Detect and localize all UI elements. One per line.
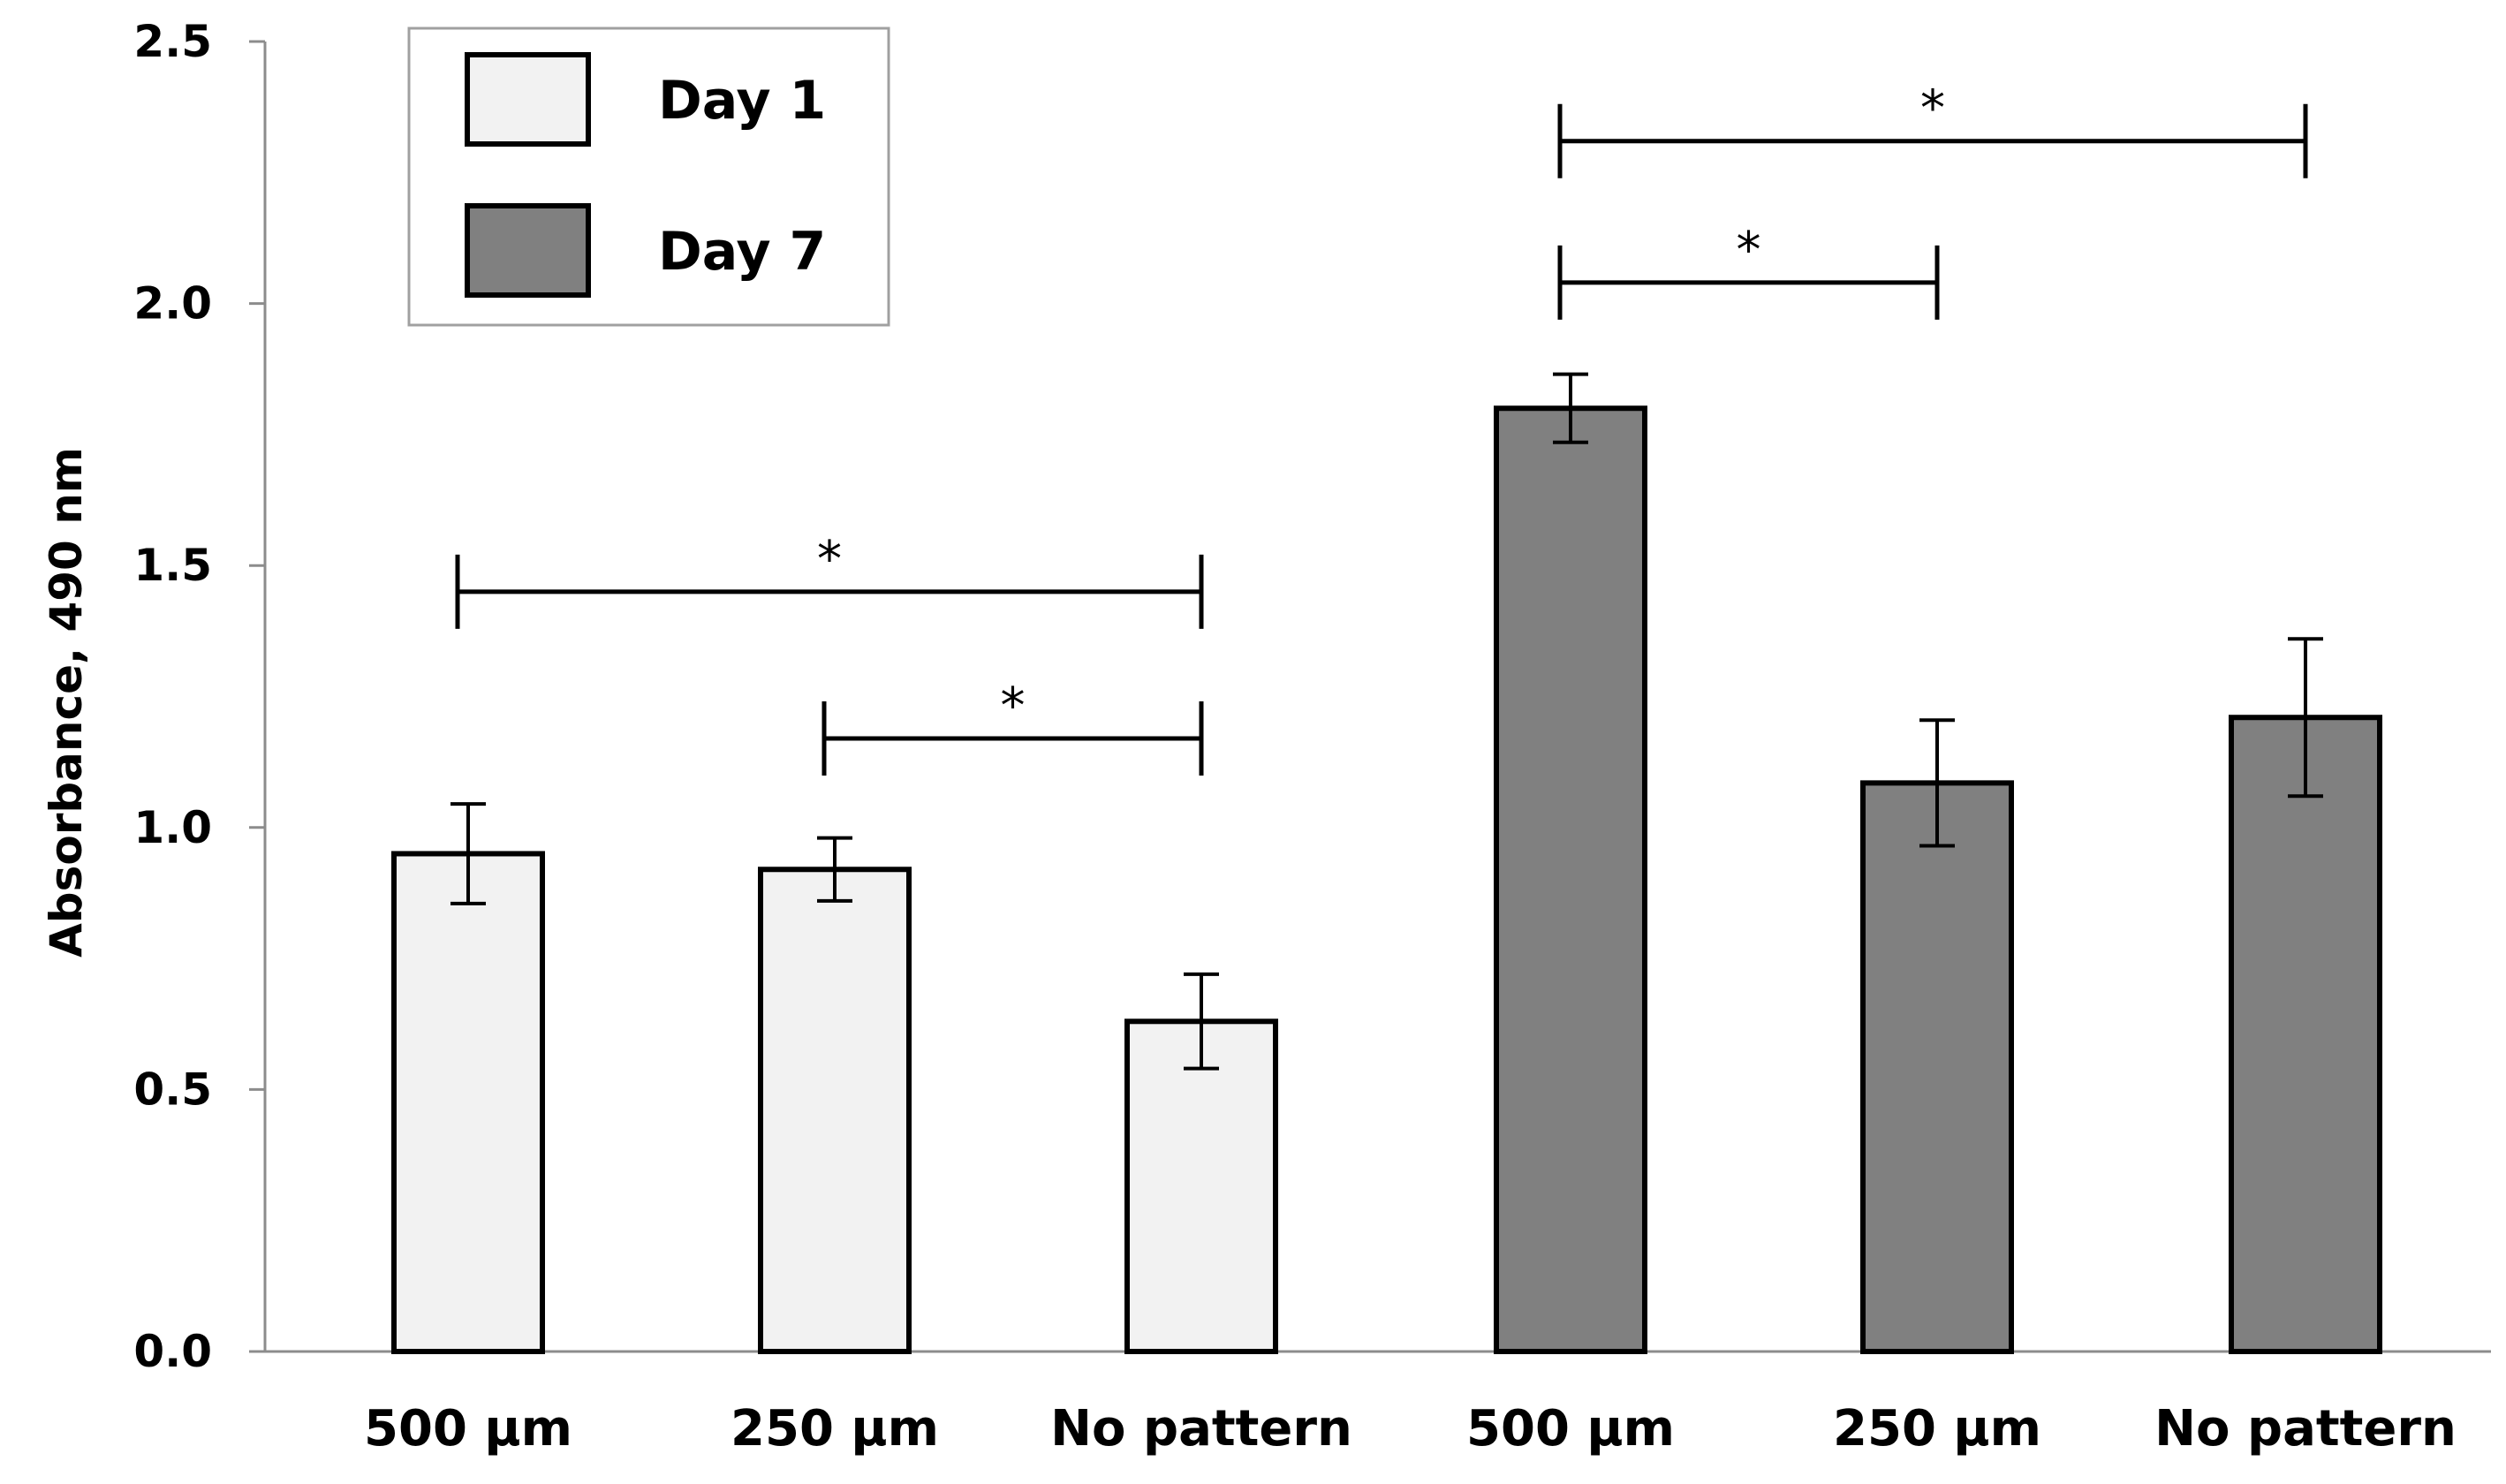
legend-swatch-0 [465, 52, 591, 147]
legend-label-0: Day 1 [658, 70, 826, 132]
x-tick-labels: 500 μm 250 μm No pattern 500 μm 250 μm No pat… [364, 1400, 2457, 1458]
y-tick-label-0: 0.0 [133, 1326, 212, 1377]
x-tick-label-0: 500 μm [364, 1400, 572, 1458]
significance-star-3: * [1737, 222, 1761, 279]
y-tick-label-3: 1.5 [133, 540, 212, 591]
bar-1-2 [2229, 715, 2382, 1354]
bar-0-0 [391, 851, 545, 1354]
legend-swatch-1 [465, 203, 591, 298]
y-tick-labels: 0.0 0.5 1.0 1.5 2.0 2.5 [133, 16, 212, 1377]
y-tick-label-4: 2.0 [133, 278, 212, 329]
legend-label-1: Day 7 [658, 221, 826, 283]
x-tick-label-4: 250 μm [1833, 1400, 2041, 1458]
y-axis-label: Absorbance, 490 nm [41, 447, 92, 958]
y-tick-label-5: 2.5 [133, 16, 212, 67]
x-tick-label-1: 250 μm [731, 1400, 939, 1458]
error-bars [450, 372, 2323, 1071]
axes [249, 40, 2491, 1353]
bar-0-2 [1124, 1018, 1278, 1355]
y-tick-label-1: 0.5 [133, 1064, 212, 1115]
legend: Day 1 Day 7 [407, 26, 890, 327]
x-tick-label-2: No pattern [1050, 1400, 1352, 1458]
significance-star-1: * [1001, 678, 1026, 735]
significance-brackets: * * * * [455, 80, 2308, 776]
bar-1-1 [1860, 780, 2014, 1354]
significance-star-0: * [817, 531, 842, 588]
x-tick-label-3: 500 μm [1466, 1400, 1675, 1458]
bar-1-0 [1494, 405, 1647, 1354]
y-tick-label-2: 1.0 [133, 802, 212, 853]
bar-0-1 [758, 867, 912, 1354]
significance-star-2: * [1920, 80, 1945, 138]
x-tick-label-5: No pattern [2154, 1400, 2457, 1458]
bars [391, 405, 2382, 1355]
